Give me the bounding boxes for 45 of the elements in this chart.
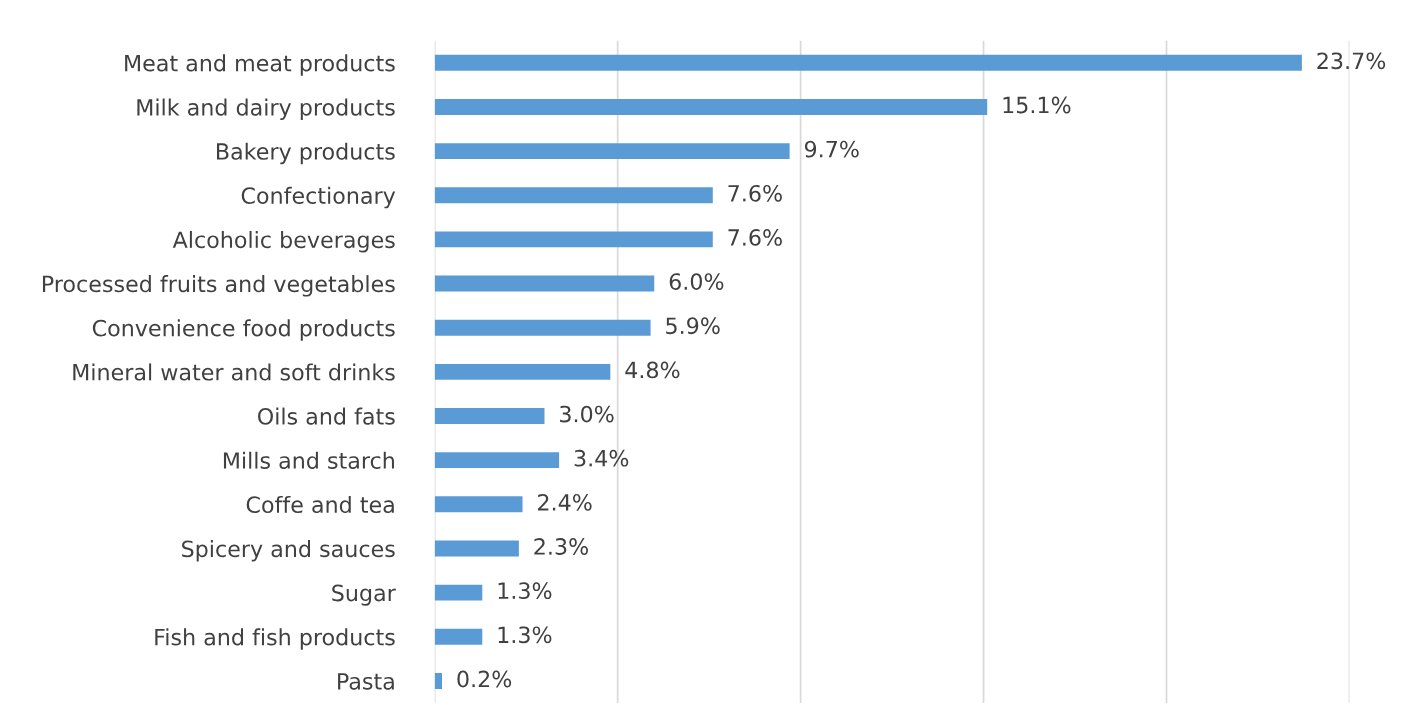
y-tick-label: Alcoholic beverages [172,230,395,253]
y-tick-label: Coffe and tea [246,495,394,514]
bar [434,363,611,380]
y-tick-label: Mineral water and soft drinks [73,363,395,381]
data-label: 2.4% [538,493,592,511]
bar [434,231,713,248]
data-label: 9.7% [804,140,859,158]
data-label: 3.4% [574,449,629,467]
data-label: 0.2% [457,670,512,688]
data-label: 23.7% [1317,52,1386,70]
y-tick-label: Mills and starch [223,451,394,469]
y-tick-label: Processed fruits and vegetables [42,275,395,297]
data-label: 6.0% [669,273,724,290]
bar [434,584,483,601]
y-tick-label: Sugar [332,584,396,606]
data-label: 3.0% [560,405,614,423]
bar [434,628,483,645]
data-label: 4.8% [625,361,680,379]
bar [434,275,655,292]
data-label: 1.3% [498,582,552,600]
y-tick-label: Convenience food products [92,319,395,341]
bar [434,672,443,689]
y-tick-label: Fish and fish products [155,628,395,650]
y-tick-label: Pasta [338,673,394,690]
y-tick-label: Oils and fats [257,407,395,425]
bar [434,143,790,160]
bar [434,496,523,513]
bar [434,540,519,557]
y-tick-label: Meat and meat products [125,54,395,76]
data-label: 7.6% [728,229,782,246]
bar [434,319,651,336]
bar [434,408,545,424]
data-label: 1.3% [498,626,552,644]
data-label: 2.3% [534,538,588,555]
y-tick-label: Milk and dairy products [137,98,395,121]
y-tick-label: Confectionary [241,186,396,209]
bar [434,452,560,469]
bar [434,98,988,115]
data-label: 15.1% [1003,96,1071,114]
y-tick-label: Bakery products [217,142,395,165]
bar [434,54,1302,71]
data-label: 7.6% [728,184,782,202]
data-label: 5.9% [666,317,720,335]
y-tick-label: Spicery and sauces [182,540,395,562]
bar [434,187,713,204]
